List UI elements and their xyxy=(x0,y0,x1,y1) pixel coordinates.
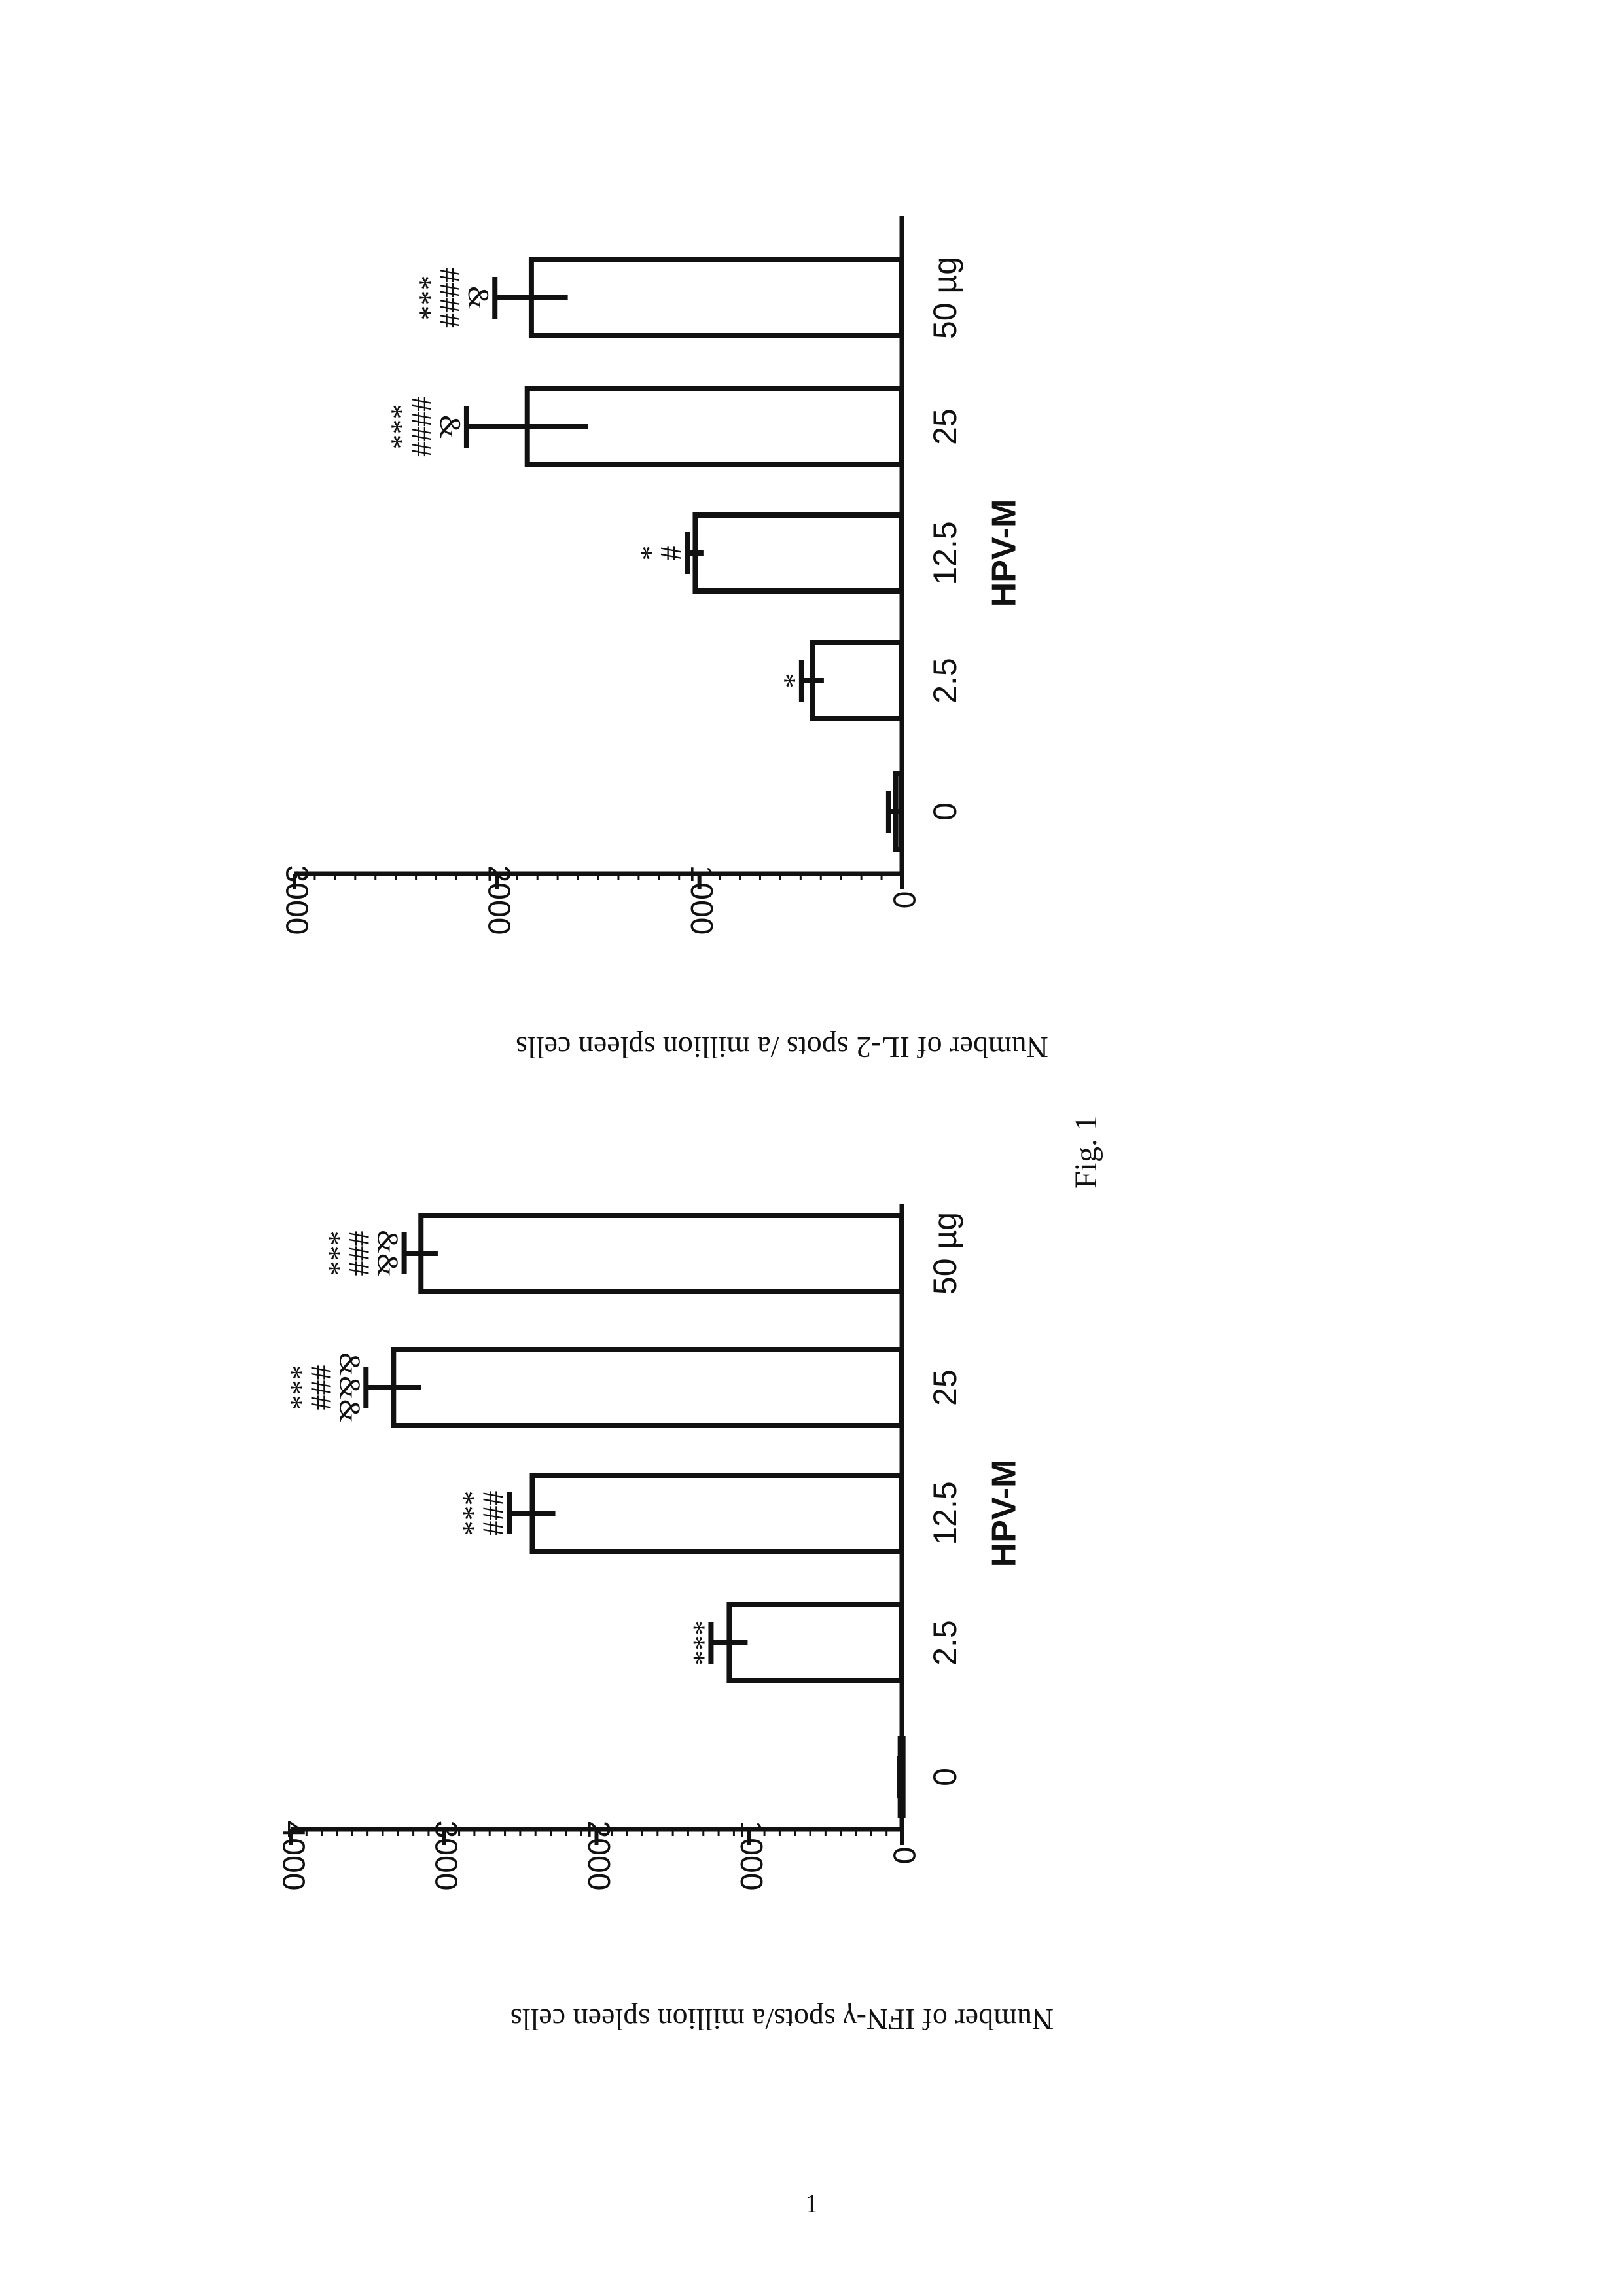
value-axis-tick-label: 0 xyxy=(886,1847,921,1865)
significance-line: *** xyxy=(404,276,438,321)
significance-line: *** xyxy=(376,404,410,450)
category-tick-label: 0 xyxy=(927,1768,963,1786)
category-axis-title: HPV-M xyxy=(986,1460,1024,1568)
bar xyxy=(421,1215,902,1291)
value-axis-tick-label: 3000 xyxy=(279,865,313,935)
value-axis-tick-label: 4000 xyxy=(276,1821,310,1891)
category-tick-label: 0 xyxy=(927,802,963,821)
figure-caption: Fig. 1 xyxy=(1069,1115,1103,1189)
value-axis-title: Number of IFN-γ spots/a million spleen c… xyxy=(510,2003,1054,2036)
category-tick-label: 25 xyxy=(927,408,963,445)
bar xyxy=(531,260,902,336)
category-tick-label: 25 xyxy=(927,1369,963,1406)
significance-line: * xyxy=(769,673,802,689)
significance-label: *** xyxy=(678,1621,711,1666)
significance-label: &&&###*** xyxy=(276,1352,366,1422)
bar xyxy=(393,1350,902,1426)
bar xyxy=(695,515,902,591)
category-tick-label: 2.5 xyxy=(927,1620,963,1666)
category-axis-title: HPV-M xyxy=(986,499,1024,607)
value-axis-tick-label: 1000 xyxy=(734,1821,768,1891)
bar xyxy=(729,1605,902,1681)
significance-line: *** xyxy=(276,1365,309,1410)
significance-line: *** xyxy=(678,1621,711,1666)
category-tick-label: 50 µg xyxy=(927,257,963,339)
significance-label: * xyxy=(769,673,802,689)
significance-label: #* xyxy=(626,546,688,561)
category-tick-label: 12.5 xyxy=(927,1481,963,1545)
significance-line: * xyxy=(626,546,659,561)
category-tick-label: 2.5 xyxy=(927,658,963,704)
value-axis-title: Number of IL-2 spots /a million spleen c… xyxy=(516,1031,1048,1064)
category-tick-label: 12.5 xyxy=(927,521,963,584)
bar xyxy=(533,1475,902,1551)
page-number: 1 xyxy=(805,2189,818,2218)
value-axis-tick-label: 1000 xyxy=(684,865,719,935)
bar xyxy=(813,643,902,719)
significance-label: &&###*** xyxy=(314,1230,405,1277)
value-axis-tick-label: 3000 xyxy=(429,1821,463,1891)
significance-label: &####*** xyxy=(404,268,495,328)
value-axis-tick-label: 0 xyxy=(886,891,921,909)
chart-il2: 0 1000 2000 3000 Number of IL-2 spots /a mil… xyxy=(279,216,1048,1064)
chart-ifn-gamma: 0 1000 2000 3000 4000 Number of IFN-γ spots/a… xyxy=(276,1204,1054,2036)
value-axis-tick-label: 2000 xyxy=(482,865,516,935)
significance-line: *** xyxy=(448,1491,482,1536)
significance-label: &####*** xyxy=(376,397,467,457)
significance-line: *** xyxy=(314,1231,348,1276)
significance-label: ###*** xyxy=(448,1491,510,1536)
category-tick-label: 50 µg xyxy=(927,1212,963,1295)
value-axis-tick-label: 2000 xyxy=(581,1821,616,1891)
